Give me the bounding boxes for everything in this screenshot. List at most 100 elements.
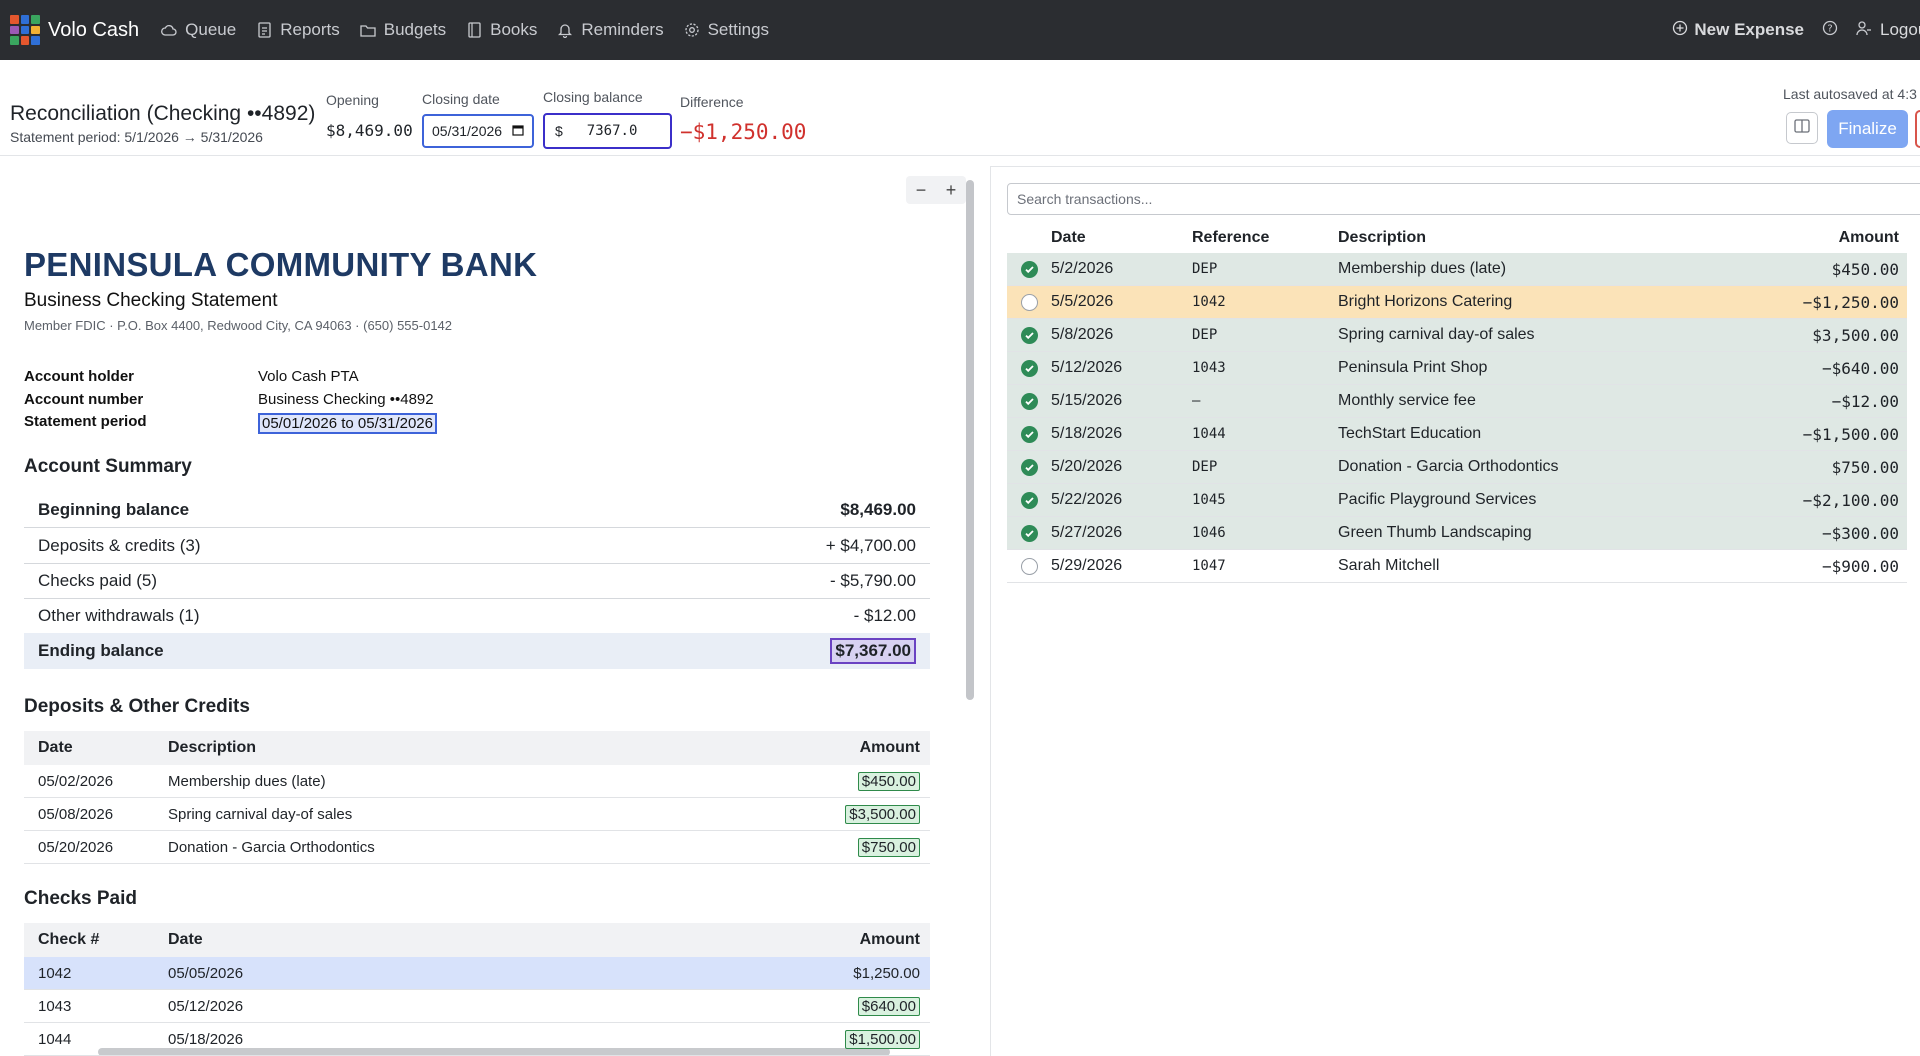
column-header[interactable]: Amount (1838, 229, 1899, 246)
summary-title: Account Summary (24, 456, 192, 477)
transactions-panel: Search transactions... Date Reference De… (990, 166, 1920, 1056)
summary-value: - $12.00 (853, 605, 916, 625)
statement-period-highlight[interactable]: 05/01/2026 to 05/31/2026 (258, 413, 437, 434)
cut-off-button[interactable] (1915, 110, 1920, 148)
split-view-icon (1794, 118, 1810, 138)
cell-reference: DEP (1192, 459, 1218, 475)
column-header: Amount (859, 739, 920, 756)
calendar-icon[interactable] (512, 123, 524, 139)
difference-value: −$1,250.00 (680, 120, 807, 144)
brand[interactable]: Volo Cash (10, 15, 139, 45)
cell-reference: 1042 (1192, 294, 1226, 310)
cell-date: 05/05/2026 (168, 964, 244, 982)
cell-description: Pacific Playground Services (1338, 491, 1537, 508)
transaction-row[interactable]: 5/29/2026 1047 Sarah Mitchell −$900.00 (1007, 550, 1907, 583)
closing-balance-input[interactable]: $ 7367.0 (543, 113, 672, 149)
info-key: Account holder (24, 368, 135, 385)
cell-reference: 1045 (1192, 492, 1226, 508)
column-header[interactable]: Date (1051, 229, 1086, 246)
column-header: Date (168, 931, 203, 948)
summary-label: Checks paid (5) (38, 570, 158, 590)
nav-links: Queue Reports Budgets Books Reminders Se… (161, 20, 769, 40)
matched-amount[interactable]: $450.00 (857, 771, 920, 791)
check-circle-icon (1020, 326, 1038, 344)
match-toggle[interactable] (1007, 425, 1051, 443)
nav-link-queue[interactable]: Queue (161, 20, 236, 40)
check-circle-icon (1020, 260, 1038, 278)
transaction-row[interactable]: 5/15/2026 — Monthly service fee −$12.00 (1007, 385, 1907, 418)
transaction-row[interactable]: 5/27/2026 1046 Green Thumb Landscaping −$30… (1007, 517, 1907, 550)
match-toggle[interactable] (1007, 524, 1051, 542)
transaction-row[interactable]: 5/5/2026 1042 Bright Horizons Catering −$1,… (1007, 286, 1907, 319)
column-header[interactable]: Reference (1192, 229, 1270, 246)
cell-amount: −$1,500.00 (1802, 424, 1899, 444)
vertical-scrollbar[interactable] (966, 180, 974, 700)
zoom-in-icon[interactable]: + (945, 179, 957, 200)
info-key: Account number (24, 391, 144, 408)
match-toggle[interactable] (1007, 491, 1051, 509)
zoom-out-icon[interactable]: − (915, 179, 927, 200)
cell-reference: 1046 (1192, 525, 1226, 541)
summary-value: $8,469.00 (840, 499, 916, 519)
new-expense-button[interactable]: New Expense (1672, 20, 1804, 41)
closing-date-input[interactable]: 05/31/2026 (422, 114, 534, 148)
match-toggle[interactable] (1007, 359, 1051, 377)
match-toggle[interactable] (1007, 557, 1051, 575)
summary-label: Deposits & credits (3) (38, 535, 201, 555)
page-title: Reconciliation (Checking ••4892) (10, 102, 316, 125)
cell-description: Peninsula Print Shop (1338, 359, 1488, 376)
cell-date: 5/29/2026 (1051, 557, 1123, 574)
cell-date: 5/20/2026 (1051, 458, 1123, 475)
brand-name: Volo Cash (48, 18, 140, 41)
match-toggle[interactable] (1007, 293, 1051, 311)
nav-link-settings[interactable]: Settings (684, 20, 769, 40)
cell-amount: −$12.00 (1831, 391, 1899, 411)
horizontal-scrollbar[interactable] (98, 1048, 890, 1056)
logout-button[interactable]: Logou (1856, 20, 1920, 41)
nav-link-reminders[interactable]: Reminders (557, 20, 664, 40)
nav-label: Queue (185, 20, 237, 39)
matched-amount[interactable]: $1,500.00 (845, 1029, 920, 1049)
table-row-selected[interactable]: 1042 05/05/2026 $1,250.00 (24, 957, 930, 990)
closing-date-value: 05/31/2026 (432, 123, 503, 139)
zoom-controls: − + (906, 176, 966, 204)
check-circle-icon (1020, 491, 1038, 509)
matched-amount[interactable]: $750.00 (857, 837, 920, 857)
transaction-row[interactable]: 5/12/2026 1043 Peninsula Print Shop −$640.0… (1007, 352, 1907, 385)
cell-date: 5/15/2026 (1051, 392, 1123, 409)
cell-date: 5/8/2026 (1051, 326, 1114, 343)
transaction-row[interactable]: 5/22/2026 1045 Pacific Playground Services… (1007, 484, 1907, 517)
nav-link-reports[interactable]: Reports (256, 20, 340, 40)
split-view-button[interactable] (1786, 112, 1818, 144)
cell-date: 5/12/2026 (1051, 359, 1123, 376)
summary-row: Beginning balance $8,469.00 (24, 492, 930, 528)
transaction-row[interactable]: 5/2/2026 DEP Membership dues (late) $450.00 (1007, 253, 1907, 286)
report-icon (256, 22, 272, 38)
match-toggle[interactable] (1007, 326, 1051, 344)
help-icon[interactable]: ? (1822, 20, 1838, 41)
column-header[interactable]: Description (1338, 229, 1427, 246)
matched-amount[interactable]: $3,500.00 (845, 804, 920, 824)
opening-value: $8,469.00 (326, 121, 413, 140)
cell-reference: 1047 (1192, 558, 1226, 574)
table-header: Check # Date Amount (24, 923, 930, 957)
cell-date: 5/2/2026 (1051, 260, 1114, 277)
match-toggle[interactable] (1007, 458, 1051, 476)
finalize-button[interactable]: Finalize (1827, 110, 1908, 148)
matched-amount[interactable]: $640.00 (857, 996, 920, 1016)
nav-link-books[interactable]: Books (466, 20, 537, 40)
match-toggle[interactable] (1007, 260, 1051, 278)
transaction-row[interactable]: 5/8/2026 DEP Spring carnival day-of sales $… (1007, 319, 1907, 352)
deposits-title: Deposits & Other Credits (24, 696, 250, 717)
match-toggle[interactable] (1007, 392, 1051, 410)
closing-balance-value: 7367.0 (586, 123, 638, 139)
transaction-row[interactable]: 5/18/2026 1044 TechStart Education −$1,500.… (1007, 418, 1907, 451)
search-input[interactable]: Search transactions... (1007, 183, 1920, 215)
transaction-row[interactable]: 5/20/2026 DEP Donation - Garcia Orthodonti… (1007, 451, 1907, 484)
cell-amount: −$1,250.00 (1802, 292, 1899, 312)
cell-description: Spring carnival day-of sales (1338, 326, 1535, 343)
cell-description: Green Thumb Landscaping (1338, 524, 1532, 541)
ending-balance-highlight[interactable]: $7,367.00 (830, 638, 916, 664)
nav-link-budgets[interactable]: Budgets (360, 20, 446, 40)
cell-amount: $450.00 (1831, 259, 1899, 279)
